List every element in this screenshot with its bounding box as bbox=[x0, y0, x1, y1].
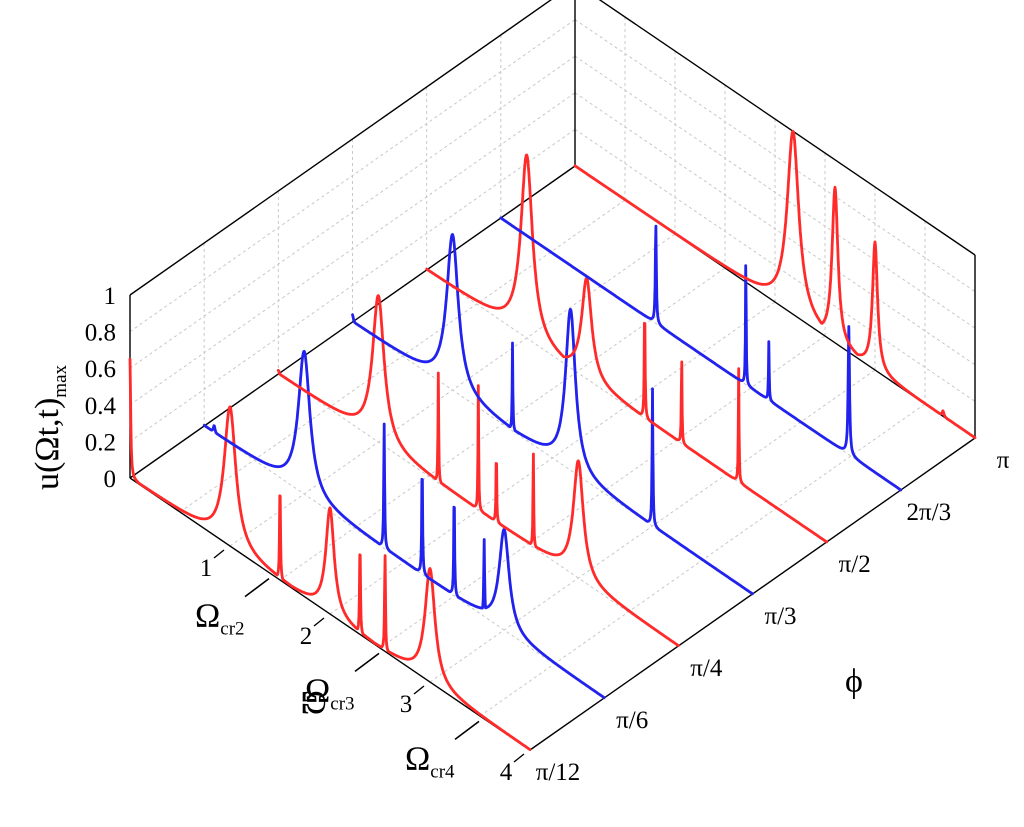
chart-series bbox=[128, 129, 977, 751]
annotation-leader bbox=[244, 577, 270, 598]
z-tick-label: 0.8 bbox=[85, 320, 116, 347]
y-tick-label: π/3 bbox=[764, 603, 796, 630]
axis-frame bbox=[598, 0, 976, 256]
x-tick-mark bbox=[213, 549, 225, 559]
x-tick-label: 3 bbox=[400, 691, 413, 718]
series-line bbox=[202, 349, 606, 699]
critical-speed-label: Ωcr4 bbox=[405, 740, 455, 782]
z-tick-label: 0.2 bbox=[85, 429, 116, 456]
y-tick-label: π/2 bbox=[839, 551, 871, 578]
series-line bbox=[425, 153, 829, 544]
y-axis-label: ϕ bbox=[845, 663, 863, 700]
annotation-leader bbox=[354, 652, 380, 673]
z-tick-label: 0.6 bbox=[85, 356, 116, 383]
critical-speed-label: Ωcr2 bbox=[195, 598, 245, 640]
axis-frame bbox=[129, 477, 531, 751]
critical-speed-label: Ωcr3 bbox=[305, 672, 355, 714]
y-tick-label: 2π/3 bbox=[907, 499, 952, 526]
series-line bbox=[499, 216, 903, 492]
x-tick-label: 1 bbox=[200, 555, 213, 582]
z-axis-label: u(Ωt,t)max bbox=[29, 364, 71, 490]
y-tick-label: π/6 bbox=[616, 707, 648, 734]
series-line bbox=[573, 129, 977, 440]
y-tick-label: π bbox=[997, 447, 1010, 474]
critical-speed-annotations: Ωcr2 Ωcr3 Ωcr4 bbox=[195, 577, 480, 782]
series-line bbox=[128, 357, 532, 751]
x-tick-mark bbox=[513, 753, 525, 763]
axis-frame bbox=[129, 0, 552, 296]
series-line bbox=[351, 233, 754, 596]
z-tick-label: 0 bbox=[104, 466, 117, 493]
y-tick-label: π/4 bbox=[690, 655, 723, 682]
x-tick-mark bbox=[413, 685, 425, 695]
z-tick-label: 0.4 bbox=[85, 393, 117, 420]
chart-ticks: 0 0.2 0.4 0.6 0.8 1 1 2 3 4 π/12 π/6 π/4 π/3 π/2 2π/3 π bbox=[85, 283, 1010, 786]
y-tick-label: π/12 bbox=[536, 759, 581, 786]
annotation-leader bbox=[454, 720, 480, 741]
series-line bbox=[276, 294, 680, 647]
x-axis-label: Ω bbox=[295, 690, 332, 715]
grid-line bbox=[278, 373, 679, 647]
x-tick-mark bbox=[313, 617, 325, 627]
z-tick-label: 1 bbox=[104, 283, 117, 310]
x-tick-label: 4 bbox=[500, 759, 513, 786]
x-tick-label: 2 bbox=[300, 623, 313, 650]
